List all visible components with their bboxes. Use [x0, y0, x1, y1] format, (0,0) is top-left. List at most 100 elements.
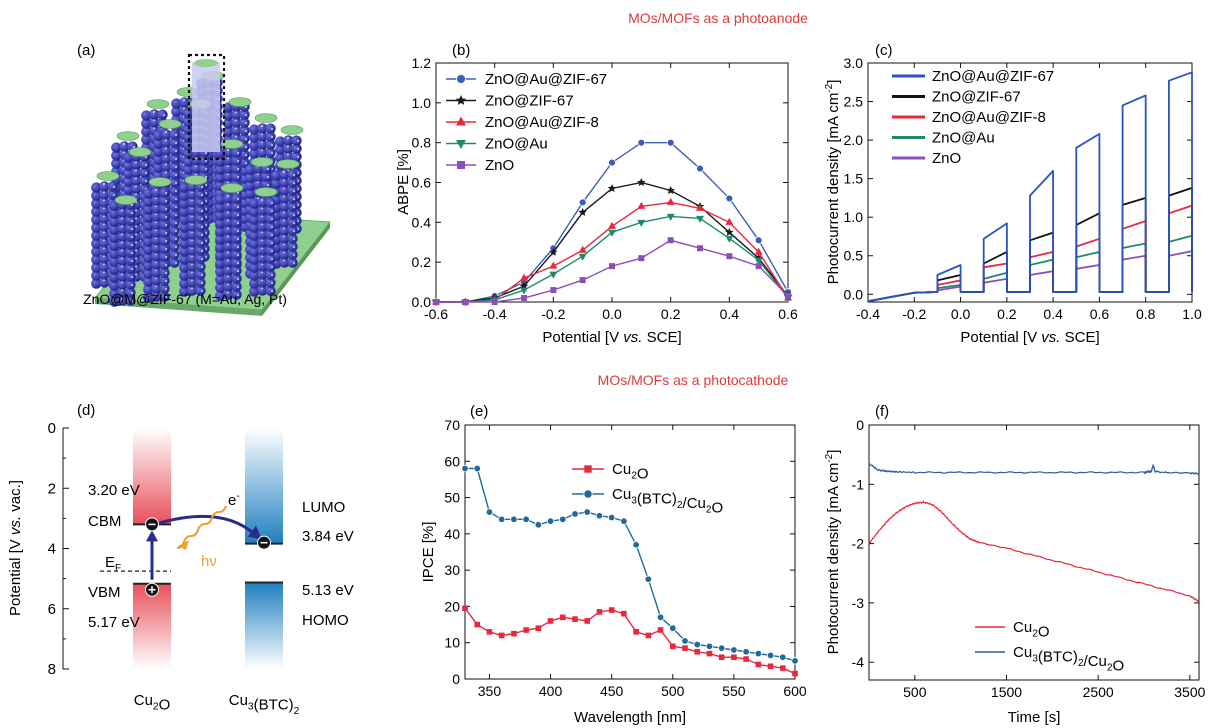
- zif-bead: [179, 254, 190, 265]
- zif-bead: [265, 285, 276, 296]
- nanorod-top-cap: [146, 99, 170, 109]
- zif-bead: [231, 273, 242, 284]
- zif-bead: [187, 237, 198, 248]
- data-point: [608, 229, 616, 237]
- zif-bead: [265, 205, 276, 216]
- zif-bead: [109, 208, 120, 219]
- data-point: [621, 610, 627, 617]
- zif-bead: [153, 162, 164, 173]
- metal-nanoparticle: [293, 198, 295, 200]
- zif-bead: [223, 155, 234, 166]
- data-point: [607, 513, 616, 522]
- zif-bead: [117, 231, 128, 242]
- legend-label: Cu2O: [612, 461, 649, 483]
- y-tick-label: 8: [48, 661, 56, 678]
- zif-bead: [179, 182, 190, 193]
- metal-nanoparticle: [287, 137, 289, 139]
- data-point: [638, 255, 645, 262]
- zif-bead: [143, 276, 154, 287]
- metal-nanoparticle: [261, 125, 263, 127]
- zif-bead: [117, 207, 128, 218]
- substrate-edge: [262, 222, 330, 316]
- cu2o-conduction-band: [133, 428, 171, 525]
- zif-bead: [149, 117, 160, 128]
- data-point: [754, 649, 763, 658]
- metal-nanoparticle: [293, 238, 295, 240]
- legend-label: Cu3(BTC)2/Cu2O: [1013, 644, 1124, 675]
- zif-bead: [99, 245, 110, 256]
- zif-bead: [169, 137, 180, 148]
- metal-nanoparticle: [145, 164, 147, 166]
- zif-bead: [169, 129, 180, 140]
- nanorod-top-cap: [280, 125, 304, 135]
- legend-marker: [456, 140, 466, 149]
- panel-b-label: (b): [452, 42, 470, 59]
- zif-bead: [287, 185, 298, 196]
- data-point: [578, 245, 587, 253]
- metal-nanoparticle: [227, 195, 229, 197]
- y-tick-label: 3.0: [844, 55, 864, 71]
- zif-bead: [265, 261, 276, 272]
- data-point: [682, 645, 688, 651]
- zif-bead: [159, 267, 170, 278]
- zif-bead: [169, 161, 180, 172]
- x-tick-label: 0.2: [661, 306, 681, 322]
- x-tick-label: 1.0: [1182, 306, 1202, 322]
- zif-bead: [153, 130, 164, 141]
- y-tick-label: 30: [444, 562, 460, 578]
- y-tick-label: 10: [444, 635, 460, 651]
- data-point: [549, 271, 558, 279]
- metal-nanoparticle: [133, 146, 135, 148]
- data-point: [559, 614, 566, 621]
- data-point: [486, 629, 493, 635]
- data-point: [637, 138, 646, 147]
- zif-bead: [117, 255, 128, 266]
- legend-label: Cu2O: [1013, 619, 1050, 641]
- zif-bead: [187, 197, 198, 208]
- zif-bead: [159, 275, 170, 286]
- zif-bead: [151, 251, 162, 262]
- metal-nanoparticle: [271, 258, 273, 260]
- zif-bead: [183, 124, 194, 135]
- nanorod-array-illustration: [91, 53, 331, 316]
- y-tick-label: 2.0: [844, 132, 864, 148]
- metal-nanoparticle: [261, 199, 263, 201]
- zif-bead: [125, 239, 136, 250]
- zif-bead: [159, 203, 170, 214]
- metal-nanoparticle: [145, 172, 147, 174]
- zif-bead: [123, 160, 134, 171]
- zif-bead: [239, 149, 250, 160]
- zif-bead: [265, 269, 276, 280]
- zif-bead: [279, 249, 290, 260]
- zif-bead: [223, 241, 234, 252]
- metal-nanoparticle: [237, 286, 239, 288]
- data-point: [718, 654, 725, 661]
- metal-nanoparticle: [271, 128, 273, 130]
- data-point: [608, 158, 616, 167]
- panel-c-photocurrent-chart: (c) -0.4 -0.2 0.0 0.2 0.4 0.6 0.8 1.0 0.0 0.5 1.0 1.…: [824, 42, 1202, 346]
- zif-bead: [287, 169, 298, 180]
- zif-bead: [215, 242, 226, 253]
- zif-bead: [125, 287, 136, 298]
- data-point: [742, 648, 750, 656]
- zif-bead: [223, 126, 234, 137]
- data-point: [766, 651, 775, 660]
- zif-bead: [141, 118, 152, 129]
- zif-bead: [231, 201, 242, 212]
- highlighted-rod: [192, 62, 220, 152]
- data-point: [785, 293, 791, 300]
- data-point: [578, 198, 587, 207]
- zif-bead: [223, 273, 234, 284]
- metal-nanoparticle: [201, 186, 203, 188]
- metal-nanoparticle: [293, 206, 295, 208]
- y-axis-label: ABPE [%]: [395, 149, 412, 215]
- metal-nanoparticle: [201, 218, 203, 220]
- zif-bead: [125, 247, 136, 258]
- zif-bead: [153, 146, 164, 157]
- data-point: [559, 515, 567, 524]
- metal-nanoparticle: [131, 244, 133, 246]
- metal-nanoparticle: [245, 146, 247, 148]
- zif-bead: [131, 159, 142, 170]
- zif-bead: [91, 198, 102, 209]
